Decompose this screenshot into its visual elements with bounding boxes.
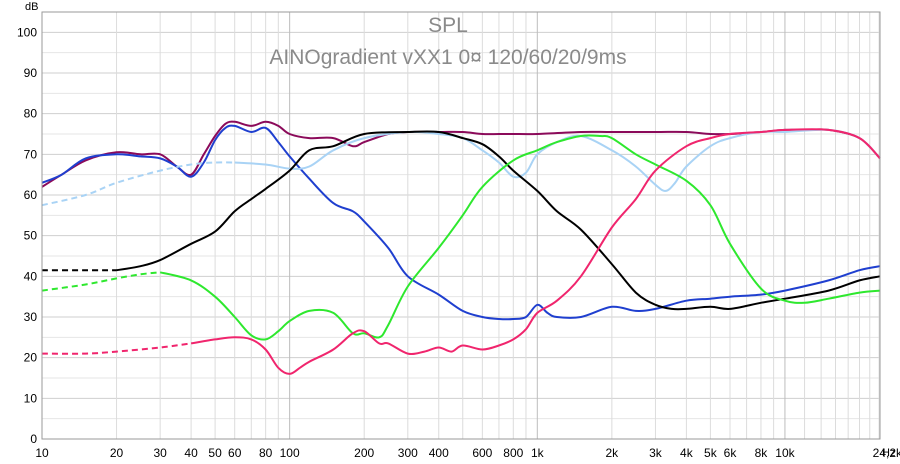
series-line-dashed — [41, 342, 192, 355]
chart-title: SPL — [428, 14, 468, 37]
x-tick-label: 1k — [531, 446, 545, 460]
x-tick-label: 40 — [184, 446, 198, 460]
x-tick-label: 4k — [680, 446, 694, 460]
y-tick-label: 40 — [24, 269, 38, 283]
x-tick-label: 3k — [649, 446, 663, 460]
x-tick-label: 800 — [503, 446, 523, 460]
x-tick-label: 5k — [704, 446, 718, 460]
x-tick-label: 20 — [110, 446, 124, 460]
x-tick-label: 80 — [259, 446, 273, 460]
x-tick-label: 200 — [354, 446, 374, 460]
x-tick-label: 100 — [280, 446, 300, 460]
x-tick-label: 8k — [755, 446, 769, 460]
y-tick-label: 80 — [24, 107, 38, 121]
x-tick-label: 30 — [153, 446, 167, 460]
series-line — [41, 124, 881, 321]
x-tick-label: 10 — [35, 446, 49, 460]
y-tick-label: 10 — [24, 391, 38, 405]
y-tick-label: 60 — [24, 188, 38, 202]
series-line-dashed — [41, 161, 235, 207]
series-lines — [41, 120, 881, 375]
y-tick-label: 90 — [24, 66, 38, 80]
x-tick-label: 600 — [472, 446, 492, 460]
series-line — [116, 130, 881, 311]
x-tick-label: 50 — [208, 446, 222, 460]
y-tick-label: 20 — [24, 351, 38, 365]
x-axis-unit: Hz — [882, 447, 895, 459]
y-tick-label: 30 — [24, 310, 38, 324]
chart-subtitle: AINOgradient vXX1 0¤ 120/60/20/9ms — [269, 46, 626, 69]
y-tick-label: 100 — [17, 25, 37, 39]
y-axis-unit: dB — [25, 1, 38, 13]
y-tick-label: 50 — [24, 229, 38, 243]
plot-frame — [41, 11, 881, 440]
grid-lines — [42, 11, 880, 439]
x-tick-label: 10k — [775, 446, 795, 460]
series-line-dashed — [41, 271, 161, 292]
series-line — [190, 128, 881, 375]
x-tick-label: 24,2k — [873, 446, 900, 460]
x-tick-label: 60 — [228, 446, 242, 460]
y-tick-label: 70 — [24, 147, 38, 161]
y-tick-labels: 0 10 20 30 40 50 60 70 80 90 100 — [17, 25, 37, 446]
x-tick-label: 2k — [606, 446, 620, 460]
x-tick-label: 6k — [724, 446, 738, 460]
series-line — [159, 134, 881, 341]
x-tick-labels: 10 20 30 40 50 60 80 100 200 300 400 600 800 1k 2k 3k 4k… — [35, 446, 900, 460]
y-tick-label: 0 — [30, 432, 37, 446]
x-tick-label: 400 — [429, 446, 449, 460]
x-tick-label: 300 — [398, 446, 418, 460]
